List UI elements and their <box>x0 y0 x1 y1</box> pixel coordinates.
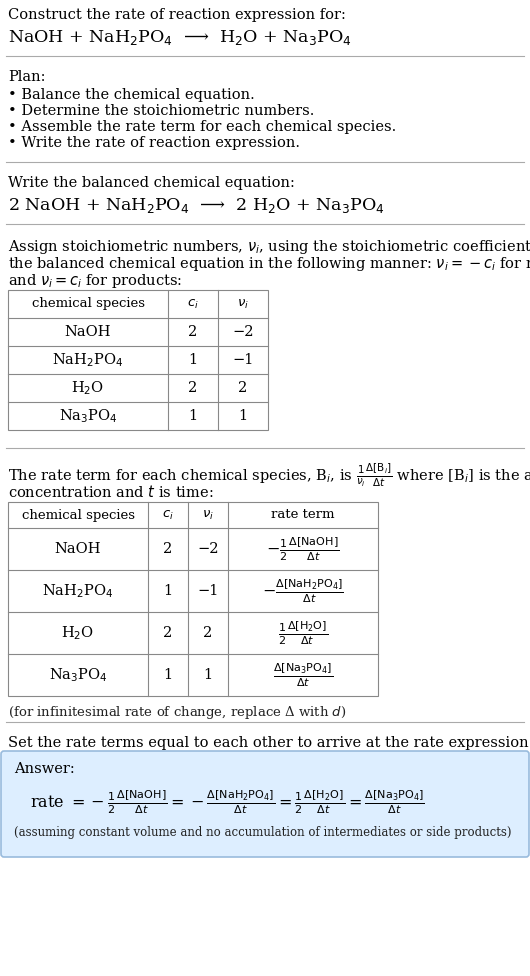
Text: Na$_3$PO$_4$: Na$_3$PO$_4$ <box>49 667 107 684</box>
Text: chemical species: chemical species <box>22 508 135 521</box>
Text: 2: 2 <box>163 542 173 556</box>
Text: and $\nu_i = c_i$ for products:: and $\nu_i = c_i$ for products: <box>8 272 182 290</box>
Text: Write the balanced chemical equation:: Write the balanced chemical equation: <box>8 176 295 190</box>
Text: NaOH: NaOH <box>65 325 111 339</box>
Text: 1: 1 <box>163 668 173 682</box>
Text: $-\frac{\Delta[\mathrm{NaH_2PO_4}]}{\Delta t}$: $-\frac{\Delta[\mathrm{NaH_2PO_4}]}{\Del… <box>262 577 344 605</box>
Text: (for infinitesimal rate of change, replace Δ with $d$): (for infinitesimal rate of change, repla… <box>8 704 347 721</box>
Text: NaH$_2$PO$_4$: NaH$_2$PO$_4$ <box>42 582 113 600</box>
Text: • Write the rate of reaction expression.: • Write the rate of reaction expression. <box>8 136 300 150</box>
Text: $\frac{\Delta[\mathrm{Na_3PO_4}]}{\Delta t}$: $\frac{\Delta[\mathrm{Na_3PO_4}]}{\Delta… <box>273 661 333 689</box>
Text: 2: 2 <box>188 381 198 395</box>
Bar <box>8 502 378 696</box>
Text: Na$_3$PO$_4$: Na$_3$PO$_4$ <box>59 407 117 425</box>
Text: • Assemble the rate term for each chemical species.: • Assemble the rate term for each chemic… <box>8 120 396 134</box>
Text: 1: 1 <box>189 409 198 423</box>
Text: $\frac{1}{2}\frac{\Delta[\mathrm{H_2O}]}{\Delta t}$: $\frac{1}{2}\frac{\Delta[\mathrm{H_2O}]}… <box>278 619 328 647</box>
Text: the balanced chemical equation in the following manner: $\nu_i = -c_i$ for react: the balanced chemical equation in the fo… <box>8 255 530 273</box>
Text: (assuming constant volume and no accumulation of intermediates or side products): (assuming constant volume and no accumul… <box>14 826 511 839</box>
Text: 2: 2 <box>188 325 198 339</box>
Text: rate $= -\frac{1}{2}\frac{\Delta[\mathrm{NaOH}]}{\Delta t} = -\frac{\Delta[\math: rate $= -\frac{1}{2}\frac{\Delta[\mathrm… <box>30 788 425 816</box>
Text: 2: 2 <box>238 381 248 395</box>
Bar <box>8 290 268 430</box>
Text: • Determine the stoichiometric numbers.: • Determine the stoichiometric numbers. <box>8 104 314 118</box>
Text: Assign stoichiometric numbers, $\nu_i$, using the stoichiometric coefficients, $: Assign stoichiometric numbers, $\nu_i$, … <box>8 238 530 256</box>
Text: Plan:: Plan: <box>8 70 46 84</box>
Text: The rate term for each chemical species, B$_i$, is $\frac{1}{\nu_i}\frac{\Delta[: The rate term for each chemical species,… <box>8 462 530 489</box>
Text: $\nu_i$: $\nu_i$ <box>237 298 249 310</box>
Text: 2: 2 <box>204 626 213 640</box>
Text: • Balance the chemical equation.: • Balance the chemical equation. <box>8 88 255 102</box>
Text: Answer:: Answer: <box>14 762 75 776</box>
Text: 1: 1 <box>163 584 173 598</box>
Text: 2: 2 <box>163 626 173 640</box>
Text: chemical species: chemical species <box>31 298 145 310</box>
Text: H$_2$O: H$_2$O <box>72 379 104 397</box>
Text: −2: −2 <box>232 325 254 339</box>
Text: $c_i$: $c_i$ <box>162 508 174 521</box>
Text: H$_2$O: H$_2$O <box>61 624 94 642</box>
Text: Construct the rate of reaction expression for:: Construct the rate of reaction expressio… <box>8 8 346 22</box>
Text: NaOH + NaH$_2$PO$_4$  ⟶  H$_2$O + Na$_3$PO$_4$: NaOH + NaH$_2$PO$_4$ ⟶ H$_2$O + Na$_3$PO… <box>8 28 351 47</box>
Text: $c_i$: $c_i$ <box>187 298 199 310</box>
Text: 2 NaOH + NaH$_2$PO$_4$  ⟶  2 H$_2$O + Na$_3$PO$_4$: 2 NaOH + NaH$_2$PO$_4$ ⟶ 2 H$_2$O + Na$_… <box>8 196 385 215</box>
FancyBboxPatch shape <box>1 751 529 857</box>
Text: −2: −2 <box>197 542 219 556</box>
Text: $\nu_i$: $\nu_i$ <box>202 508 214 521</box>
Text: −1: −1 <box>197 584 219 598</box>
Text: 1: 1 <box>204 668 213 682</box>
Text: 1: 1 <box>189 353 198 367</box>
Text: −1: −1 <box>232 353 254 367</box>
Text: $-\frac{1}{2}\frac{\Delta[\mathrm{NaOH}]}{\Delta t}$: $-\frac{1}{2}\frac{\Delta[\mathrm{NaOH}]… <box>266 535 340 563</box>
Text: 1: 1 <box>238 409 248 423</box>
Text: rate term: rate term <box>271 508 335 521</box>
Text: concentration and $t$ is time:: concentration and $t$ is time: <box>8 484 214 500</box>
Text: NaOH: NaOH <box>55 542 101 556</box>
Text: Set the rate terms equal to each other to arrive at the rate expression:: Set the rate terms equal to each other t… <box>8 736 530 750</box>
Text: NaH$_2$PO$_4$: NaH$_2$PO$_4$ <box>52 351 123 369</box>
